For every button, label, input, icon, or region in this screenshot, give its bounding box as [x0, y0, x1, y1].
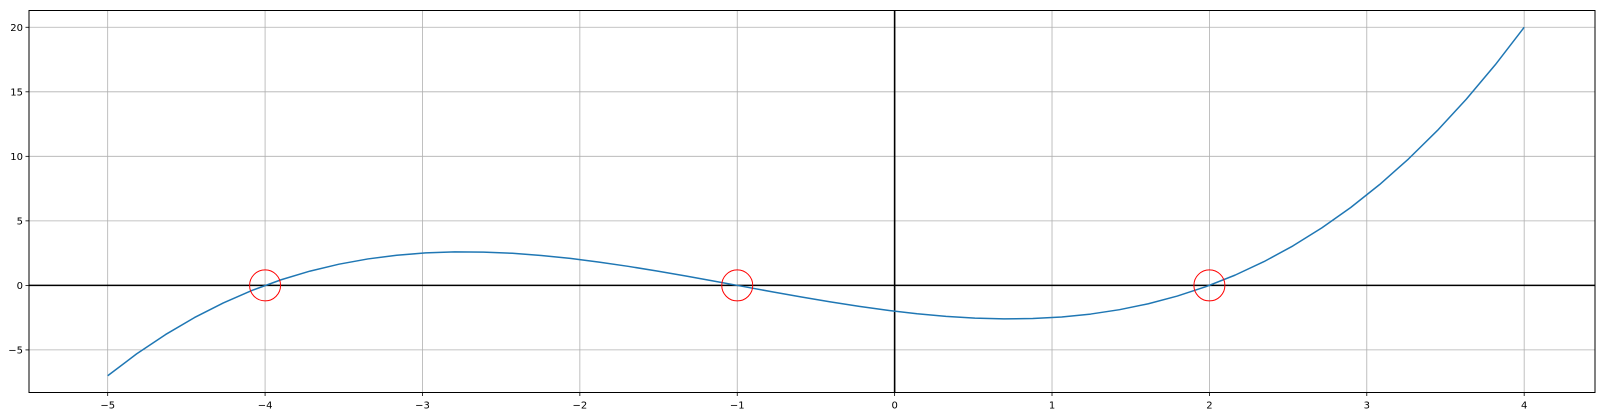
y-tick-label-2: 5: [17, 216, 23, 227]
x-tick-label-1: −4: [258, 401, 273, 412]
series-layer: [107, 26, 1525, 377]
x-axis-ticks: −5 −4 −3 −2 −1 0 1 2 3 4: [100, 392, 1527, 412]
plot-frame: [28, 10, 1596, 393]
y-tick-label-3: 10: [10, 152, 23, 163]
root-markers: [249, 269, 1226, 302]
x-tick-label-7: 2: [1206, 401, 1212, 412]
zero-axis-lines: [29, 10, 1595, 393]
x-tick-label-5: 0: [891, 401, 897, 412]
y-axis-ticks: −5 0 5 10 15 20: [8, 23, 29, 356]
root-marker-2: [1193, 269, 1226, 302]
root-marker-1: [721, 269, 754, 302]
y-tick-label-4: 15: [10, 87, 23, 98]
y-tick-label-5: 20: [10, 23, 23, 34]
root-marker-0: [249, 269, 282, 302]
series-line-0: [107, 26, 1525, 377]
x-tick-label-8: 3: [1364, 401, 1370, 412]
x-tick-label-4: −1: [730, 401, 745, 412]
x-tick-label-3: −2: [572, 401, 587, 412]
y-tick-label-1: 0: [17, 281, 23, 292]
x-tick-label-0: −5: [100, 401, 115, 412]
y-tick-label-0: −5: [8, 345, 23, 356]
x-tick-label-6: 1: [1049, 401, 1055, 412]
x-tick-label-2: −3: [415, 401, 430, 412]
x-tick-label-9: 4: [1521, 401, 1527, 412]
